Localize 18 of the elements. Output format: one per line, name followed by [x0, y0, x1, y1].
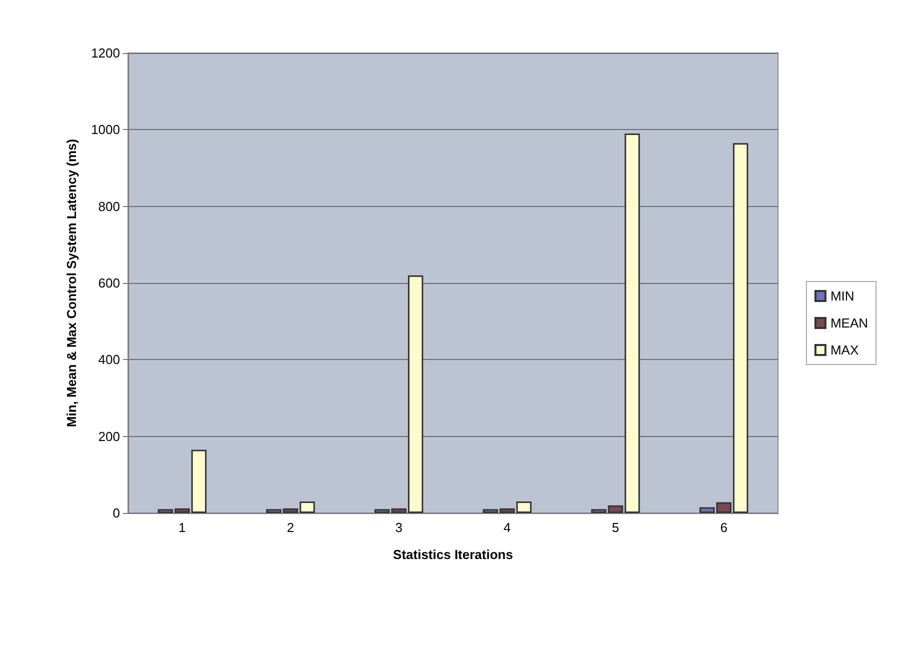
y-tick-label: 1200 [91, 46, 120, 60]
legend-label: MAX [830, 342, 859, 358]
x-tick-label: 4 [504, 520, 511, 535]
y-tick-label: 0 [112, 506, 120, 520]
y-axis-title: Min, Mean & Max Control System Latency (ms) [64, 138, 79, 428]
x-tick-label: 5 [612, 520, 620, 535]
x-tick-label: 1 [178, 520, 186, 535]
x-axis-title: Statistics Iterations [393, 547, 513, 562]
x-tick-label: 6 [720, 520, 728, 535]
y-tick-label: 600 [98, 276, 120, 290]
x-tick-label: 2 [286, 520, 294, 535]
y-tick-label: 200 [98, 428, 120, 444]
y-tick-label: 400 [98, 352, 120, 368]
y-tick-label: 800 [98, 198, 120, 214]
legend-label: MEAN [830, 316, 868, 330]
x-tick-label: 3 [395, 520, 402, 535]
y-tick-label: 1000 [91, 122, 120, 138]
legend-label: MIN [830, 288, 854, 304]
